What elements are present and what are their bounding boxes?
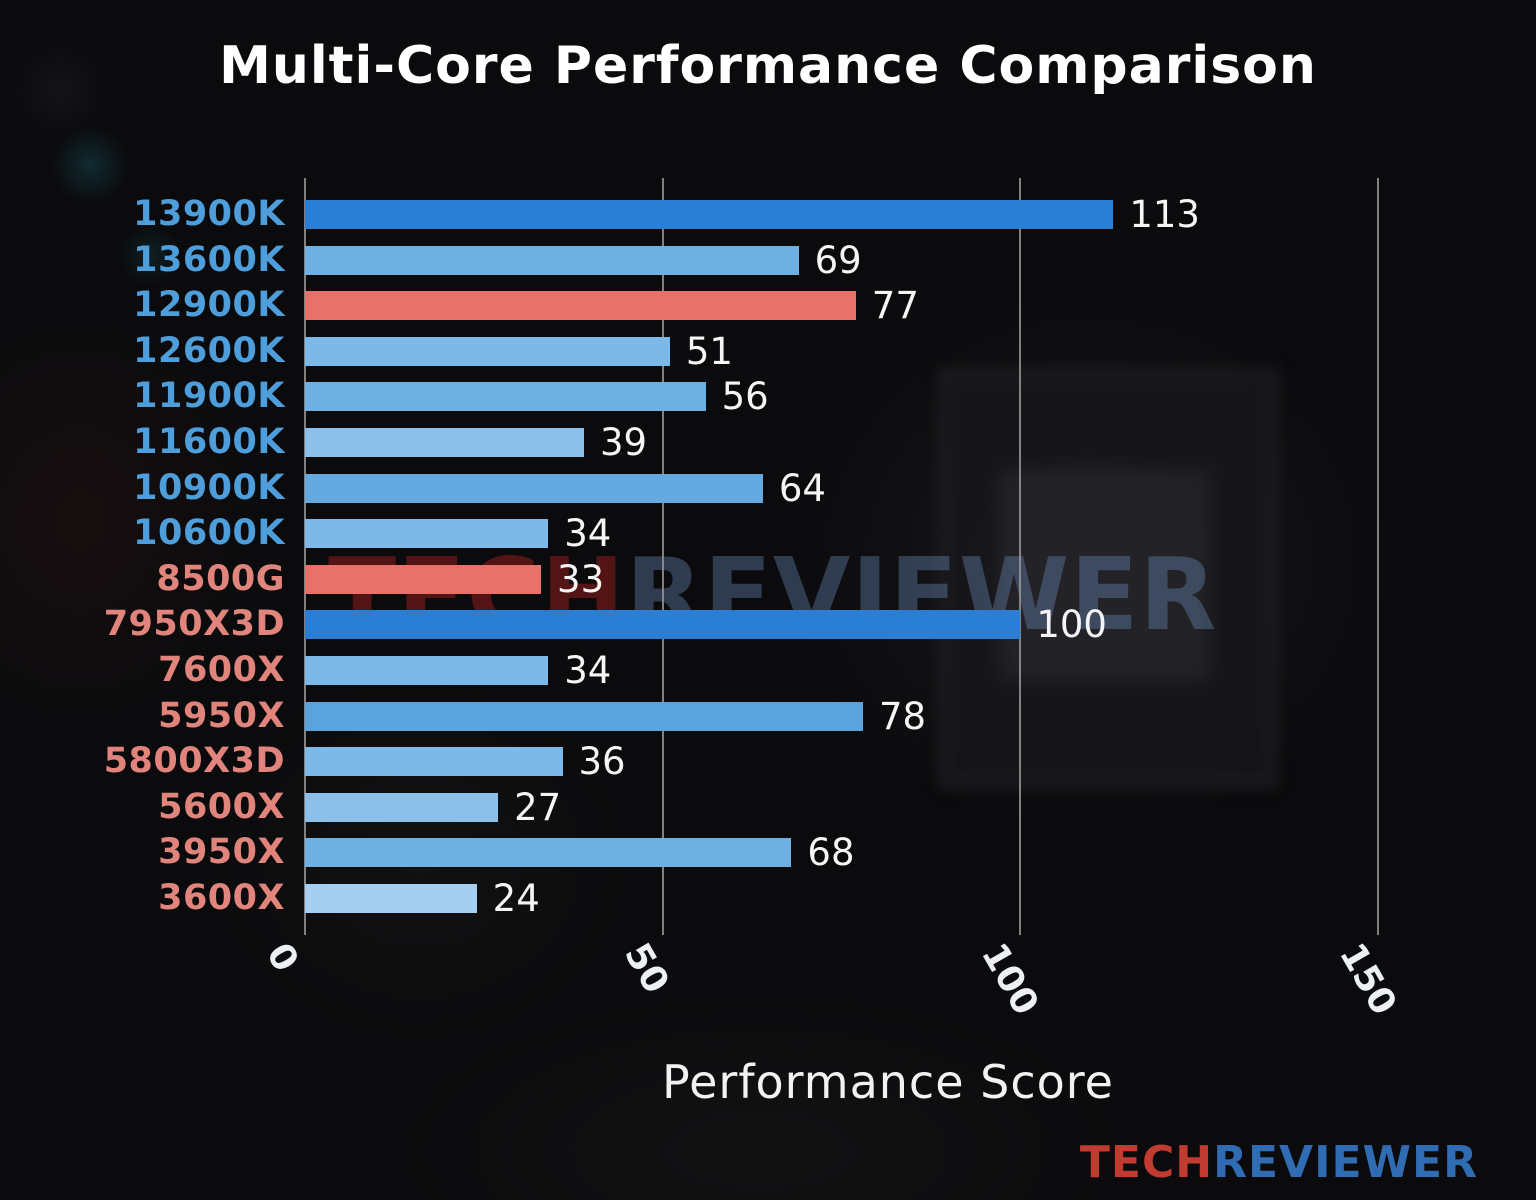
value-label: 34 (564, 512, 612, 556)
bar-row: 10600K 34 (133, 515, 1471, 552)
plot-gridlines (304, 178, 1471, 935)
value-label: 33 (557, 557, 605, 601)
category-label: 11900K (133, 376, 285, 417)
bar-row: 12600K 51 (133, 333, 1471, 370)
category-label: 7600X (158, 649, 285, 690)
bar-row: 5600X 27 (158, 789, 1471, 826)
category-label: 8500G (156, 558, 285, 599)
background-cpu-die (1000, 470, 1210, 680)
bar-row: 13900K 113 (133, 196, 1471, 233)
chart-title: Multi-Core Performance Comparison (219, 36, 1317, 96)
x-tick-label: 100 (973, 936, 1047, 1023)
bar-row: 7600X 34 (158, 652, 1471, 689)
category-label: 3600X (158, 877, 285, 918)
value-label: 51 (685, 329, 733, 373)
bar (305, 245, 799, 275)
bar (305, 610, 1021, 640)
logo-reviewer: REVIEWER (1213, 1137, 1478, 1188)
bar (305, 792, 499, 822)
category-label: 3950X (158, 832, 285, 873)
bar-row: 13600K 69 (133, 242, 1471, 279)
category-label: 5600X (158, 786, 285, 827)
bar (305, 336, 670, 366)
bar-row: 8500G 33 (156, 561, 1471, 598)
gridline (661, 178, 664, 935)
category-label: 13600K (133, 239, 285, 280)
value-label: 68 (807, 831, 855, 875)
x-tick-labels: 0 50 100 150 (258, 936, 1471, 1038)
bar (305, 701, 863, 731)
bar (305, 519, 549, 549)
bar-row: 11900K 56 (133, 378, 1471, 415)
category-label: 12900K (133, 285, 285, 326)
bar (305, 427, 584, 457)
value-label: 34 (564, 648, 612, 692)
category-label: 10900K (133, 467, 285, 508)
category-label: 5950X (158, 695, 285, 736)
value-label: 39 (599, 420, 648, 464)
bar (305, 655, 549, 685)
bar (305, 291, 856, 321)
gridline (1377, 178, 1379, 935)
bar (305, 838, 792, 868)
bar (305, 564, 542, 594)
x-tick-label: 50 (615, 936, 677, 1001)
bar (305, 473, 763, 503)
value-label: 113 (1129, 193, 1200, 236)
plot-area: 13900K 113 13600K 69 12900K 77 12600K 51 11900K 5… (104, 178, 1471, 935)
bar-row: 7950X3D 100 (104, 606, 1471, 643)
category-label: 12600K (133, 330, 285, 371)
value-label: 78 (878, 694, 927, 738)
bar (305, 382, 706, 412)
logo-tech: TECH (1079, 1137, 1214, 1188)
category-label: 10600K (133, 513, 285, 554)
category-label: 5800X3D (103, 741, 285, 782)
value-label: 27 (514, 785, 562, 829)
category-label: 13900K (133, 194, 285, 234)
value-label: 69 (814, 238, 862, 282)
category-label: 11600K (133, 421, 285, 462)
x-axis-label: Performance Score (662, 1055, 1114, 1109)
bar-row: 10900K 64 (133, 470, 1471, 507)
bar-row: 11600K 39 (133, 424, 1471, 461)
bar-row: 5800X3D 36 (104, 743, 1471, 780)
value-label: 24 (492, 876, 540, 920)
gridline (1019, 178, 1022, 935)
category-label: 7950X3D (103, 604, 285, 645)
bar (305, 747, 563, 777)
value-label: 77 (871, 284, 919, 328)
bar-row: 3950X 68 (158, 834, 1471, 871)
bar-row: 3600X 24 (158, 880, 1471, 917)
x-tick-label: 150 (1331, 936, 1405, 1023)
bar (305, 883, 477, 913)
gridline (304, 178, 306, 935)
site-logo: TECHREVIEWER (1080, 1137, 1478, 1188)
value-label: 56 (721, 375, 769, 419)
value-label: 100 (1036, 603, 1107, 647)
bar (305, 200, 1114, 229)
bar-row: 12900K 77 (133, 287, 1471, 324)
bar-row: 5950X 78 (158, 698, 1471, 735)
value-label: 36 (578, 740, 626, 784)
bar-rows: 13900K 113 13600K 69 12900K 77 12600K 51 11900K 5… (104, 178, 1471, 935)
value-label: 64 (778, 466, 826, 510)
